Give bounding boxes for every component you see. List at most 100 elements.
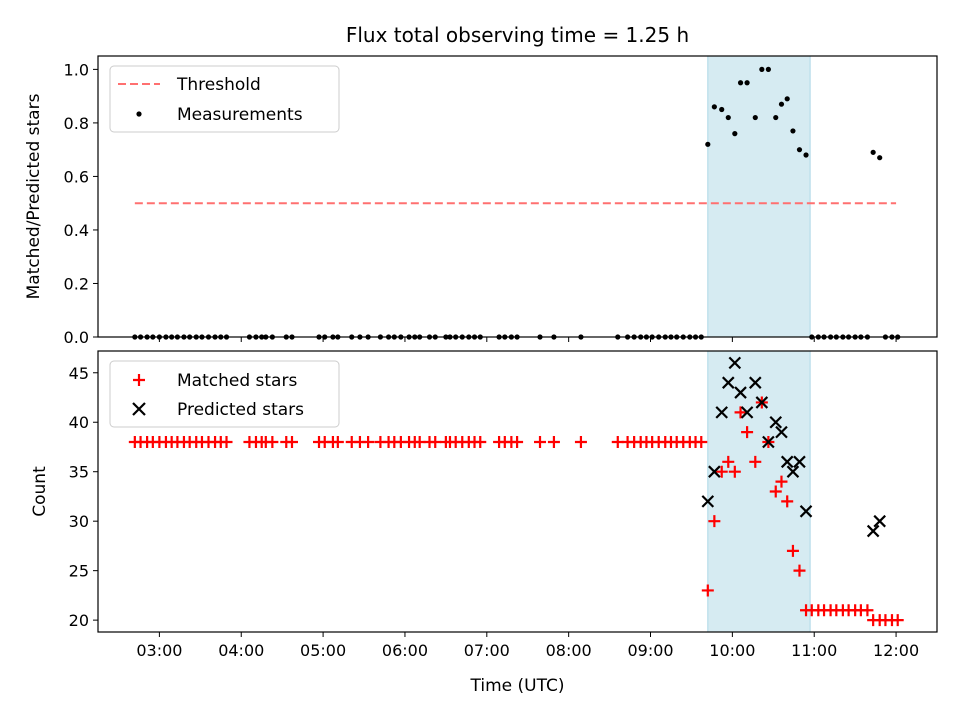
matched-star-point [728,465,741,478]
x-tick-label: 06:00 [382,641,428,660]
matched-star-point [331,436,344,449]
x-tick-label: 09:00 [627,641,673,660]
predicted-star-point [740,406,754,419]
predicted-star-point [780,455,794,469]
measurement-point [732,131,738,137]
matched-star-point [749,455,762,468]
predicted-star-point [728,356,742,370]
legend-measurements-label: Measurements [177,105,303,125]
x-tick-label: 12:00 [873,641,919,660]
top-y-axis-label: Matched/Predicted stars [24,93,44,299]
bottom-axes-frame [97,350,938,633]
x-tick-label: 07:00 [464,641,510,660]
bottom-x-ticks: 03:00 04:00 05:00 06:00 07:00 08:00 09:00 10:00… [136,632,919,660]
matched-star-point [474,436,487,449]
predicted-star-point [734,386,747,399]
top-y-tick-label: 0.0 [64,328,89,347]
matched-star-point [781,495,794,508]
x-tick-label: 08:00 [546,641,592,660]
matched-star-point [741,426,754,439]
measurement-point [784,96,790,102]
measurement-point [752,114,758,121]
matched-star-point [708,515,721,528]
top-y-ticks: 0.0 0.2 0.4 0.6 0.8 1.0 [64,60,98,347]
matched-star-point [362,436,375,449]
top-y-tick-label: 0.6 [64,167,89,186]
matched-star-point [429,436,442,449]
top-y-tick-label: 1.0 [64,60,89,79]
matched-star-point [715,465,728,478]
measurement-point [773,114,779,121]
x-tick-label: 10:00 [709,641,755,660]
measurement-point [870,149,876,155]
bottom-observing-span [707,350,811,633]
x-axis-label: Time (UTC) [470,676,565,696]
legend-predicted-swatch [132,402,146,416]
legend-threshold-label: Threshold [176,75,261,95]
legend-matched-label: Matched stars [177,371,297,391]
top-y-tick-label: 0.2 [64,274,89,293]
matched-star-point [285,436,298,449]
x-tick-label: 05:00 [300,641,346,660]
legend-measurements-swatch [136,111,142,117]
matched-star-point [861,604,874,617]
predicted-star-point [786,465,800,478]
predicted-star-point [755,396,769,409]
bottom-y-tick-label: 25 [69,562,89,581]
legend-predicted-label: Predicted stars [177,400,304,420]
measurement-point [759,66,765,72]
x-tick-label: 04:00 [218,641,264,660]
bottom-y-tick-label: 35 [69,463,89,482]
top-panel: 0.0 0.2 0.4 0.6 0.8 1.0 Flux total observing … [24,23,938,347]
bottom-y-axis-label: Count [30,466,50,517]
legend-matched-swatch [133,374,145,386]
measurement-point [719,106,725,113]
predicted-star-point [775,425,788,439]
top-y-tick-label: 0.8 [64,114,89,133]
predicted-star-point [799,505,813,518]
predicted-star-point [749,376,762,389]
measurement-point [737,80,744,86]
top-axes-frame [97,55,938,338]
top-y-tick-label: 0.4 [64,221,89,240]
measurement-point [803,152,809,158]
matched-star-point [547,436,560,449]
matched-star-point [775,475,788,488]
top-legend-box [109,65,340,133]
matched-star-point [701,584,714,597]
measurement-point [796,147,803,153]
measurement-point [705,141,711,147]
predicted-star-point [866,524,880,538]
x-tick-label: 03:00 [136,641,182,660]
measurement-point [725,114,731,121]
bottom-y-tick-label: 30 [69,512,89,531]
predicted-star-point [701,495,715,508]
matched-stars-points [128,396,904,627]
bottom-y-tick-label: 40 [69,413,89,432]
matched-star-point [266,436,279,449]
bottom-y-tick-label: 20 [69,611,89,630]
measurement-point [765,66,771,72]
matched-star-point [786,544,799,557]
predicted-star-point [721,376,735,389]
measurement-point [790,128,796,134]
predicted-star-point [769,415,783,429]
top-observing-span [707,55,811,338]
matched-star-point [734,406,747,419]
predicted-star-point [793,455,806,469]
bottom-legend: Matched stars Predicted stars [109,360,340,428]
top-legend: Threshold Measurements [109,65,340,133]
bottom-legend-box [109,360,340,428]
matched-star-point [695,436,708,449]
matched-star-point [220,436,233,449]
chart-title: Flux total observing time = 1.25 h [346,23,689,47]
x-tick-label: 11:00 [791,641,837,660]
top-x-ticks [158,337,897,342]
matched-star-point [793,564,806,577]
matched-star-point [769,485,782,498]
predicted-star-point [762,435,775,449]
predicted-star-point [708,465,721,478]
bottom-panel: 20 25 30 35 40 45 03:00 04:00 05:00 06:00 07:00 08… [30,350,938,696]
measurement-point [877,155,883,161]
